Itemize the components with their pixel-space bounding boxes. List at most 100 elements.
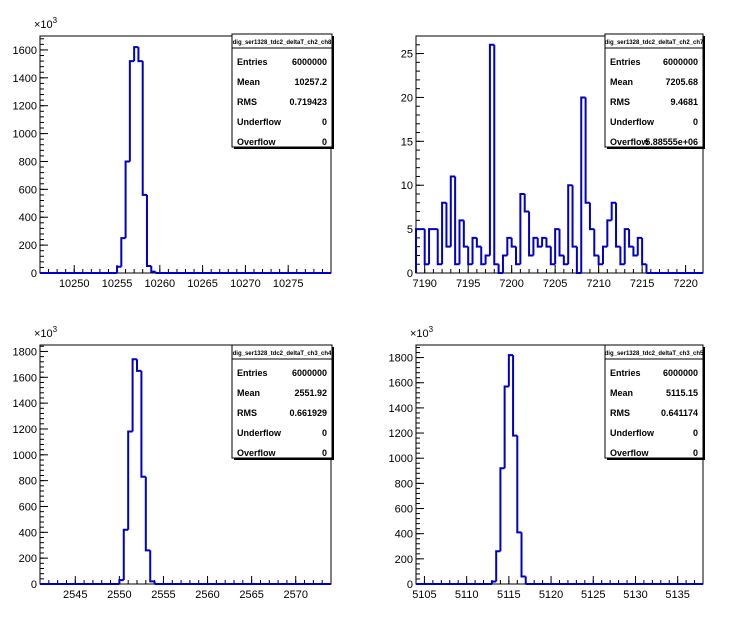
y-tick-label: 1000 (13, 129, 37, 141)
y-tick-label: 800 (19, 156, 37, 168)
stats-row-value: 6000000 (292, 368, 327, 378)
stats-row-value: 0.641174 (661, 408, 698, 418)
x-tick-label: 5130 (623, 589, 647, 601)
histogram-bin (541, 236, 547, 247)
histogram-bin (150, 266, 156, 273)
histogram-bin (567, 184, 573, 265)
histogram-bin (507, 354, 514, 387)
histogram-series (416, 354, 703, 585)
y-tick-label: 1600 (13, 372, 37, 384)
histogram-bin (515, 246, 521, 266)
y-tick-label: 1400 (13, 73, 37, 85)
y-tick-label: 400 (19, 212, 37, 224)
plot-frame (415, 35, 704, 274)
y-tick-label: 0 (407, 579, 413, 591)
stats-row-value: 2551.92 (294, 388, 327, 398)
histogram-bin (467, 246, 473, 266)
x-tick-label: 7205 (543, 278, 567, 290)
x-tick-label: 10250 (59, 278, 90, 290)
y-tick-label: 0 (31, 579, 37, 591)
x-tick-label: 2570 (283, 589, 307, 601)
histogram-bin (475, 237, 482, 248)
stats-row-value: 0 (693, 428, 698, 438)
histogram-bin (519, 193, 525, 265)
histogram-bin (484, 254, 490, 265)
y-tick-label: 1000 (389, 453, 413, 465)
stats-row-label: RMS (237, 408, 257, 418)
stats-box: dig_ser1328_tdc2_deltaT_ch2_ch8 Entries 60… (231, 33, 334, 149)
histogram-bin (632, 246, 638, 257)
x-tick-label: 10260 (145, 278, 176, 290)
histogram-bin (445, 202, 451, 248)
stats-box-frame (604, 33, 704, 148)
stats-row-label: Mean (237, 388, 260, 398)
histogram-bin (140, 370, 146, 478)
y-tick-label: 0 (31, 268, 37, 280)
histogram-bin (619, 246, 625, 266)
x-tick-label: 7220 (673, 278, 697, 290)
x-tick-label: 10255 (102, 278, 133, 290)
x-tick-label: 10270 (230, 278, 261, 290)
stats-row-value: 6000000 (663, 57, 698, 67)
histogram-bin (441, 201, 447, 265)
y-axis-exponent-label: ×103 (410, 325, 434, 340)
x-tick-label: 7210 (586, 278, 610, 290)
histogram-pad: 0 200 400 600 800 1000 1200 1400 1600 10250 10255 1… (13, 16, 334, 290)
stats-box-frame (231, 33, 333, 148)
y-tick-label: 1600 (13, 45, 37, 57)
y-tick-label: 1200 (13, 101, 37, 113)
histogram-bin (580, 96, 586, 273)
histogram-bin (462, 220, 469, 248)
histogram-bin (137, 47, 143, 63)
y-axis-exponent-label: ×103 (34, 16, 58, 31)
stats-box: dig_ser1328_tdc2_deltaT_ch3_ch5 Entries 60… (604, 344, 705, 460)
stats-box-title: dig_ser1328_tdc2_deltaT_ch3_ch4 (233, 351, 332, 357)
histogram-bin (584, 97, 590, 204)
histogram-bin (120, 237, 126, 267)
stats-row-label: Entries (237, 57, 268, 67)
y-tick-label: 20 (401, 92, 413, 104)
stats-row-value: 0 (693, 117, 698, 127)
stats-box-title: dig_ser1328_tdc2_deltaT_ch2_ch8 (233, 40, 332, 46)
histogram-bin (610, 201, 617, 221)
stats-row-value: 5.88555e+06 (645, 137, 698, 147)
histogram-bin (131, 358, 137, 432)
stats-row-label: Overflow (237, 137, 277, 147)
y-tick-label: 200 (395, 554, 413, 566)
stats-row-value: 6000000 (292, 57, 327, 67)
histogram-bin (549, 246, 556, 266)
histogram-bin (510, 237, 517, 248)
x-tick-label: 5110 (455, 589, 479, 601)
histogram-bin (124, 160, 130, 239)
histogram-bin (471, 236, 477, 265)
histogram-bin (545, 237, 551, 248)
stats-row-value: 0 (693, 448, 698, 458)
stats-row-label: RMS (610, 408, 630, 418)
stats-box-title: dig_ser1328_tdc2_deltaT_ch2_ch7 (605, 40, 704, 46)
histogram-bin (623, 228, 630, 265)
stats-box-title: dig_ser1328_tdc2_deltaT_ch3_ch5 (605, 351, 704, 357)
x-tick-label: 5105 (412, 589, 436, 601)
stats-row-label: Overflow (237, 448, 277, 458)
histogram-bin (488, 43, 495, 256)
y-tick-label: 800 (19, 476, 37, 488)
histogram-bin (628, 229, 634, 248)
stats-row-label: Mean (610, 77, 633, 87)
x-tick-label: 7200 (499, 278, 523, 290)
y-tick-label: 400 (19, 527, 37, 539)
histogram-bin (571, 185, 577, 248)
histogram-bin (133, 46, 139, 62)
y-tick-label: 1000 (13, 450, 37, 462)
stats-row-value: 5115.15 (666, 388, 698, 398)
histogram-bin (606, 219, 612, 247)
y-tick-label: 1600 (389, 378, 413, 390)
histogram-bin (528, 211, 534, 257)
stats-row-label: Mean (237, 77, 260, 87)
x-tick-label: 5135 (665, 589, 689, 601)
histogram-bin (597, 255, 603, 266)
y-tick-label: 1800 (13, 346, 37, 358)
stats-row-value: 0 (322, 428, 327, 438)
x-tick-label: 7195 (456, 278, 480, 290)
histogram-bin (497, 264, 503, 274)
stats-box: dig_ser1328_tdc2_deltaT_ch3_ch4 Entries 60… (231, 344, 334, 460)
